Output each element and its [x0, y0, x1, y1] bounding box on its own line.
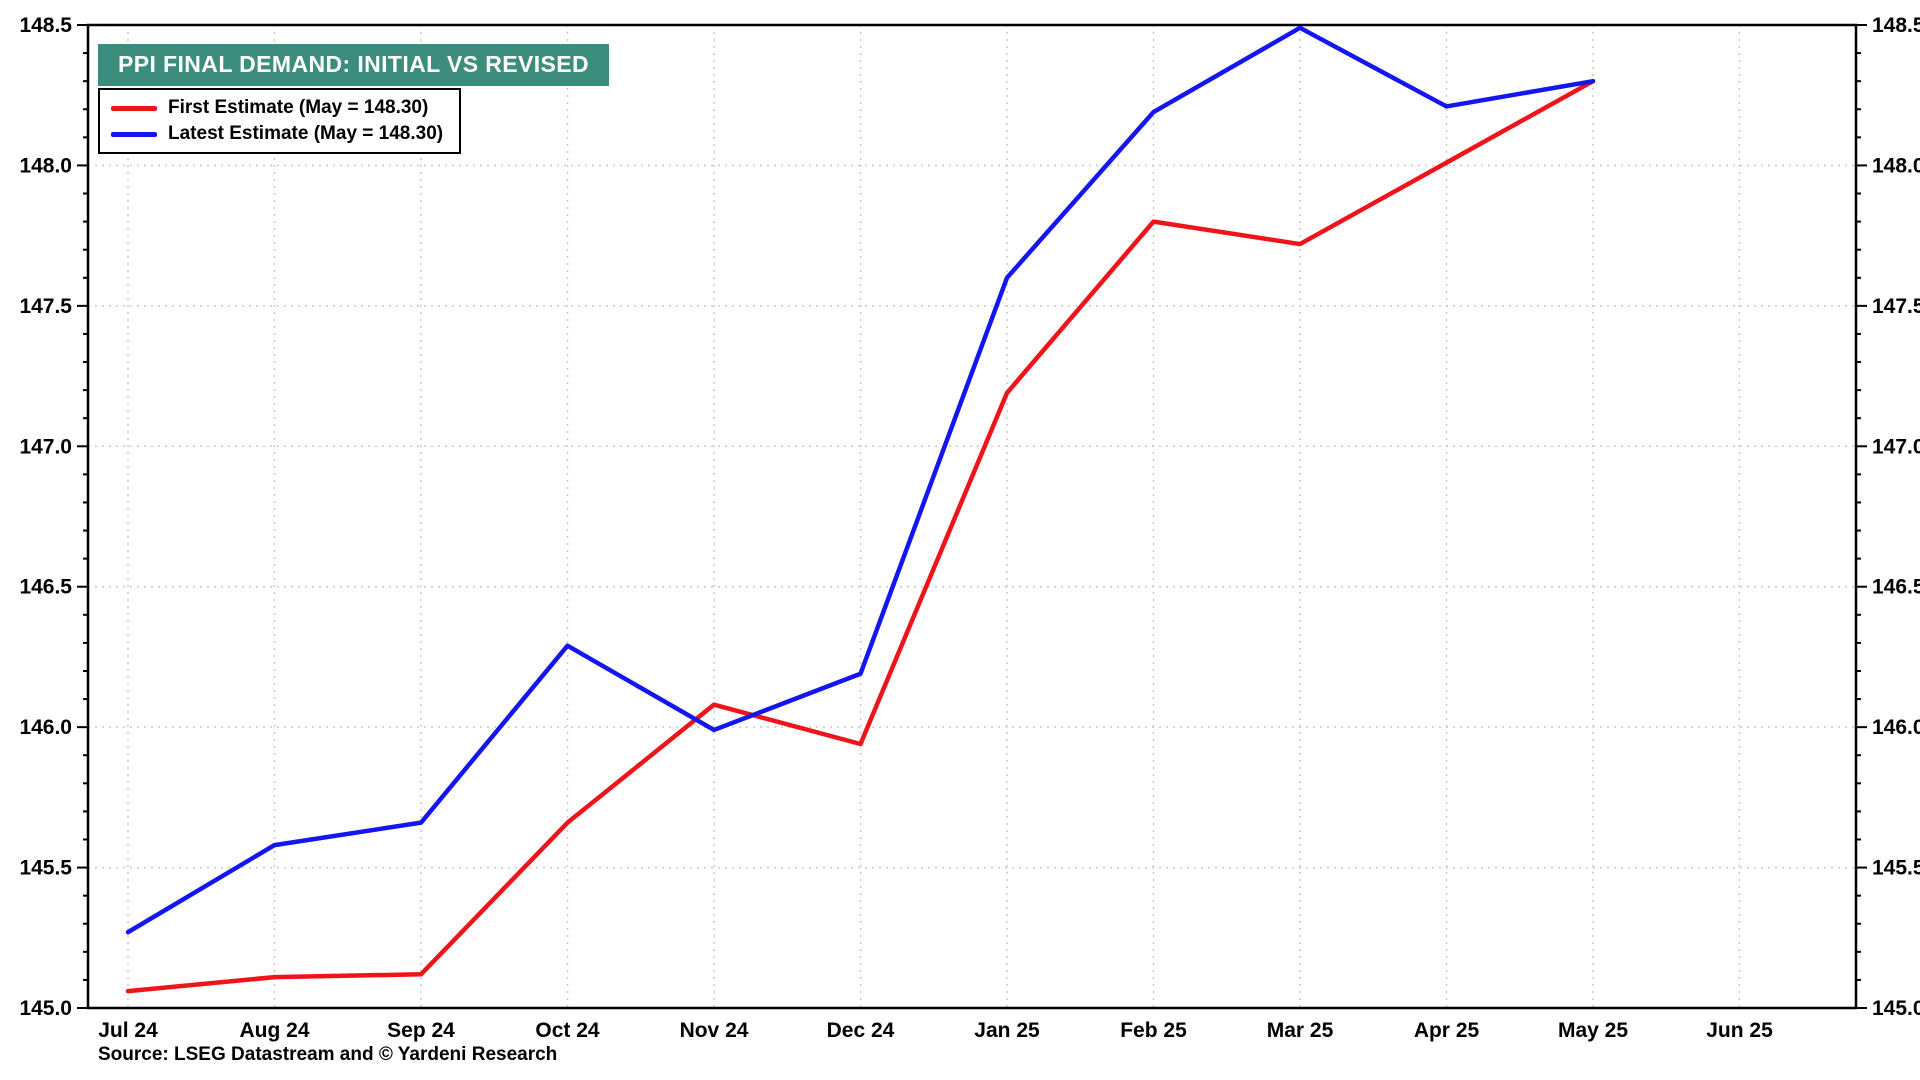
y-tick-label-left: 145.5 — [19, 857, 72, 880]
legend-label-first-estimate: First Estimate (May = 148.30) — [168, 97, 429, 118]
y-tick-label-right: 145.0 — [1872, 997, 1920, 1020]
gridlines — [88, 25, 1856, 1008]
series-line-latest-estimate — [125, 25, 1596, 935]
axis-ticks — [77, 24, 1867, 1009]
legend: First Estimate (May = 148.30) Latest Est… — [98, 88, 462, 154]
y-tick-label-left: 146.0 — [19, 716, 72, 739]
y-tick-label-right: 145.5 — [1872, 857, 1920, 880]
legend-item-first-estimate: First Estimate (May = 148.30) — [111, 97, 443, 119]
x-tick-label: Nov 24 — [680, 1019, 749, 1042]
series-line-first-estimate — [125, 78, 1596, 994]
x-tick-label: Jan 25 — [974, 1019, 1040, 1042]
latest-estimate-line-swatch — [111, 131, 157, 137]
x-tick-label: Sep 24 — [387, 1019, 455, 1042]
y-tick-label-right: 148.0 — [1872, 154, 1920, 177]
x-tick-label: May 25 — [1558, 1019, 1628, 1042]
x-tick-label: Feb 25 — [1120, 1019, 1187, 1042]
y-tick-label-right: 146.0 — [1872, 716, 1920, 739]
chart-title-banner: PPI FINAL DEMAND: INITIAL VS REVISED — [98, 44, 610, 86]
legend-label-latest-estimate: Latest Estimate (May = 148.30) — [168, 123, 444, 144]
y-tick-label-left: 146.5 — [19, 576, 72, 599]
x-tick-label: Jun 25 — [1706, 1019, 1773, 1042]
x-tick-label: Aug 24 — [239, 1019, 309, 1042]
y-tick-label-left: 145.0 — [19, 997, 72, 1020]
y-tick-label-right: 148.5 — [1872, 14, 1920, 37]
plot-frame — [86, 23, 1858, 1010]
source-note: Source: LSEG Datastream and © Yardeni Re… — [98, 1044, 558, 1065]
x-tick-label: Mar 25 — [1267, 1019, 1334, 1042]
x-tick-label: Apr 25 — [1414, 1019, 1480, 1042]
y-tick-label-right: 147.0 — [1872, 435, 1920, 458]
y-tick-label-left: 148.0 — [19, 154, 72, 177]
first-estimate-line-swatch — [111, 105, 157, 111]
x-tick-label: Dec 24 — [827, 1019, 895, 1042]
y-tick-label-right: 147.5 — [1872, 295, 1920, 318]
y-tick-label-right: 146.5 — [1872, 576, 1920, 599]
y-tick-label-left: 148.5 — [19, 14, 72, 37]
x-tick-label: Oct 24 — [535, 1019, 600, 1042]
y-tick-label-left: 147.5 — [19, 295, 72, 318]
chart-title: PPI FINAL DEMAND: INITIAL VS REVISED — [118, 51, 590, 77]
x-tick-label: Jul 24 — [98, 1019, 158, 1042]
legend-item-latest-estimate: Latest Estimate (May = 148.30) — [111, 123, 443, 145]
y-tick-label-left: 147.0 — [19, 435, 72, 458]
